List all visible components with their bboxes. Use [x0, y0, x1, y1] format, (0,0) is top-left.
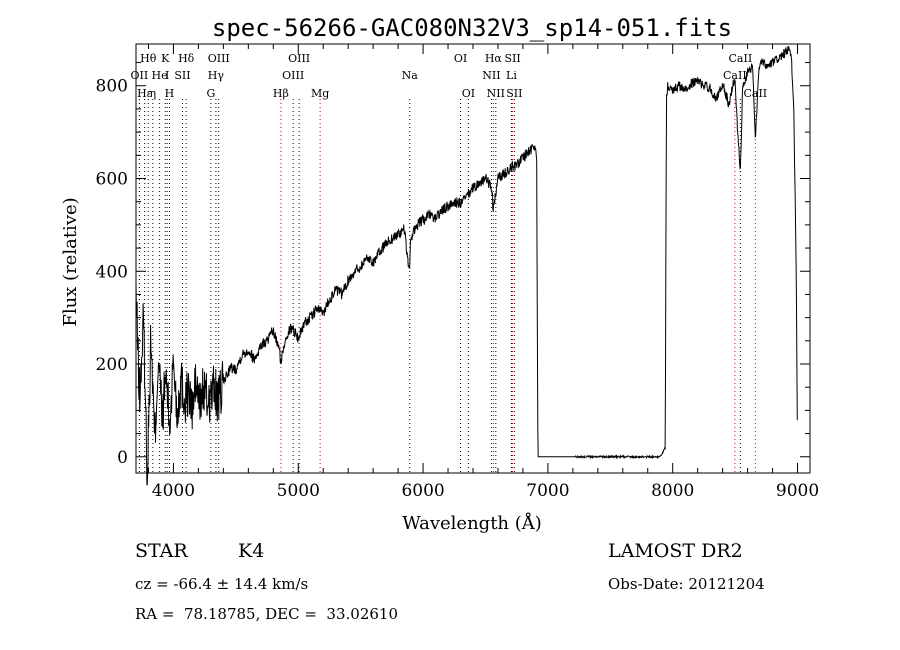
line-marker-label: Hθ: [140, 52, 157, 65]
line-marker-label: Hγ: [208, 69, 225, 82]
observation-date: Obs-Date: 20121204: [608, 575, 765, 593]
line-marker-label: He: [152, 69, 168, 82]
line-marker-label: Na: [402, 69, 419, 82]
line-marker-label: K: [161, 52, 170, 65]
y-tick-label: 400: [96, 262, 128, 282]
line-marker-label: Mg: [311, 87, 329, 100]
y-tick-label: 200: [96, 355, 128, 375]
line-marker-label: η: [150, 87, 157, 100]
object-subclass: K4: [238, 540, 265, 562]
line-marker-label: SII: [506, 87, 522, 100]
x-tick-label: 9000: [776, 481, 819, 501]
line-marker-label: G: [206, 87, 215, 100]
y-axis-label: Flux (relative): [60, 197, 81, 326]
line-marker-label: SII: [174, 69, 190, 82]
x-tick-label: 6000: [401, 481, 444, 501]
coordinates: RA = 78.18785, DEC = 33.02610: [135, 605, 399, 623]
line-marker-label: NII: [482, 69, 500, 82]
line-marker-label: CaII: [723, 69, 747, 82]
redshift-velocity: cz = -66.4 ± 14.4 km/s: [135, 575, 309, 593]
x-tick-label: 5000: [277, 481, 320, 501]
line-marker-label: Hε: [137, 87, 153, 100]
line-marker-label: OII: [131, 69, 149, 82]
x-tick-label: 4000: [152, 481, 195, 501]
chart-title: spec-56266-GAC080N32V3_sp14-051.fits: [212, 14, 732, 42]
line-marker-label: SII: [504, 52, 520, 65]
line-marker-label: CaII: [743, 87, 767, 100]
line-marker-label: I: [165, 69, 169, 82]
axes: 4000 5000 6000 7000 8000 9000 0 200 400 600 800: [96, 43, 819, 501]
y-tick-label: 800: [96, 77, 128, 97]
line-marker-label: Li: [506, 69, 517, 82]
line-marker-label: OIII: [208, 52, 230, 65]
spectrum-series-line: [135, 46, 798, 486]
line-marker-label: Hβ: [273, 87, 289, 100]
x-axis-label: Wavelength (Å): [402, 512, 542, 534]
x-tick-label: 7000: [526, 481, 569, 501]
line-marker-label: OI: [462, 87, 475, 100]
line-marker-label: NII: [487, 87, 505, 100]
line-marker-label: OIII: [282, 69, 304, 82]
y-tick-label: 600: [96, 169, 128, 189]
object-class: STAR: [135, 540, 188, 562]
y-tick-label: 0: [117, 448, 128, 468]
line-marker-label: Hδ: [178, 52, 195, 65]
line-marker-label: Hα: [485, 52, 503, 65]
line-marker-label: OI: [454, 52, 467, 65]
x-tick-label: 8000: [651, 481, 694, 501]
plot-frame: [135, 43, 811, 474]
survey-name: LAMOST DR2: [608, 540, 743, 562]
line-marker-label: H: [165, 87, 175, 100]
line-marker-label: OIII: [288, 52, 310, 65]
line-marker-label: CaII: [729, 52, 753, 65]
